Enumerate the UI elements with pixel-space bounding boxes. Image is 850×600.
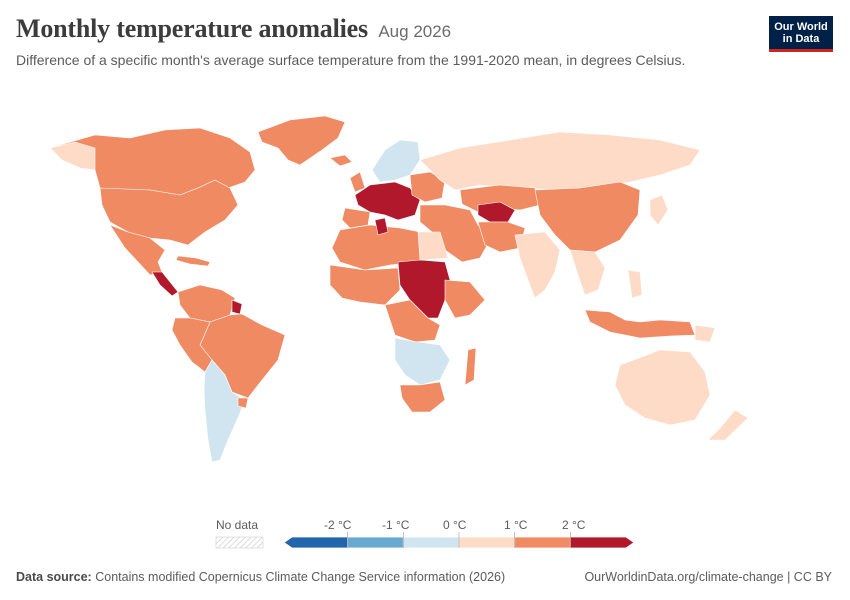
chart-subtitle: Difference of a specific month's average… [16,52,686,68]
chart-title: Monthly temperature anomalies [16,14,368,43]
chart-date: Aug 2026 [378,22,452,41]
legend-tick-0: 0 °C [443,518,467,532]
region-indonesia[interactable] [584,309,696,339]
region-tunisia[interactable] [374,217,389,236]
region-central-america[interactable] [151,271,179,297]
legend-swatch-2[interactable] [402,536,460,549]
region-western-europe[interactable] [354,181,421,221]
region-eastern-europe[interactable] [409,171,446,203]
legend-tick-2: 2 °C [562,518,586,532]
region-southern-africa[interactable] [399,381,446,413]
map-legend: No data -2 °C -1 °C 0 °C 1 °C 2 °C [0,516,850,556]
region-west-africa[interactable] [329,264,401,306]
data-source: Data source: Contains modified Copernicu… [16,570,505,584]
region-alaska[interactable] [49,141,96,171]
region-suriname[interactable] [231,299,243,315]
region-greenland[interactable] [257,115,346,166]
region-sudan-chad[interactable] [397,259,451,319]
legend-tick--1: -1 °C [382,518,410,532]
legend-swatch-1[interactable] [347,536,404,549]
region-russia[interactable] [419,131,701,191]
region-india[interactable] [514,231,561,299]
legend-swatch-4[interactable] [514,536,571,549]
no-data-label: No data [216,518,259,532]
region-png[interactable] [694,324,716,343]
region-usa[interactable] [99,179,239,246]
region-iberia[interactable] [341,207,371,229]
logo-line-2: in Data [782,33,820,45]
region-uruguay[interactable] [237,397,249,409]
region-mexico[interactable] [109,224,166,276]
region-uk[interactable] [349,171,366,193]
legend-swatch-5[interactable] [569,536,635,549]
owid-logo[interactable]: Our World in Data [769,16,833,52]
logo-line-1: Our World [774,21,828,33]
legend-tick-1: 1 °C [504,518,528,532]
chart-header: Monthly temperature anomalies Aug 2026 [16,14,451,44]
region-japan[interactable] [649,194,669,226]
region-east-africa[interactable] [394,337,451,386]
region-madagascar[interactable] [464,347,477,386]
region-china[interactable] [534,181,641,253]
legend-swatch-3[interactable] [458,536,516,549]
region-australia[interactable] [614,349,711,426]
region-central-africa[interactable] [384,299,441,343]
region-new-zealand[interactable] [707,409,749,441]
legend-svg [215,532,635,549]
region-caribbean[interactable] [175,255,211,267]
world-map [0,100,850,520]
world-map-svg [49,115,749,463]
legend-tick--2: -2 °C [324,518,352,532]
region-iceland[interactable] [329,154,353,167]
footer-link[interactable]: OurWorldinData.org/climate-change | CC B… [584,570,832,584]
region-southern-cone[interactable] [203,359,246,463]
legend-swatch-0[interactable] [283,536,349,549]
data-source-text: Contains modified Copernicus Climate Cha… [95,570,506,584]
region-egypt[interactable] [417,231,449,261]
data-source-label: Data source: [16,570,92,584]
region-philippines[interactable] [627,269,643,299]
region-middle-east[interactable] [419,204,491,263]
region-horn-africa[interactable] [444,279,486,319]
no-data-swatch [215,536,264,549]
region-southeast-asia[interactable] [569,249,606,296]
